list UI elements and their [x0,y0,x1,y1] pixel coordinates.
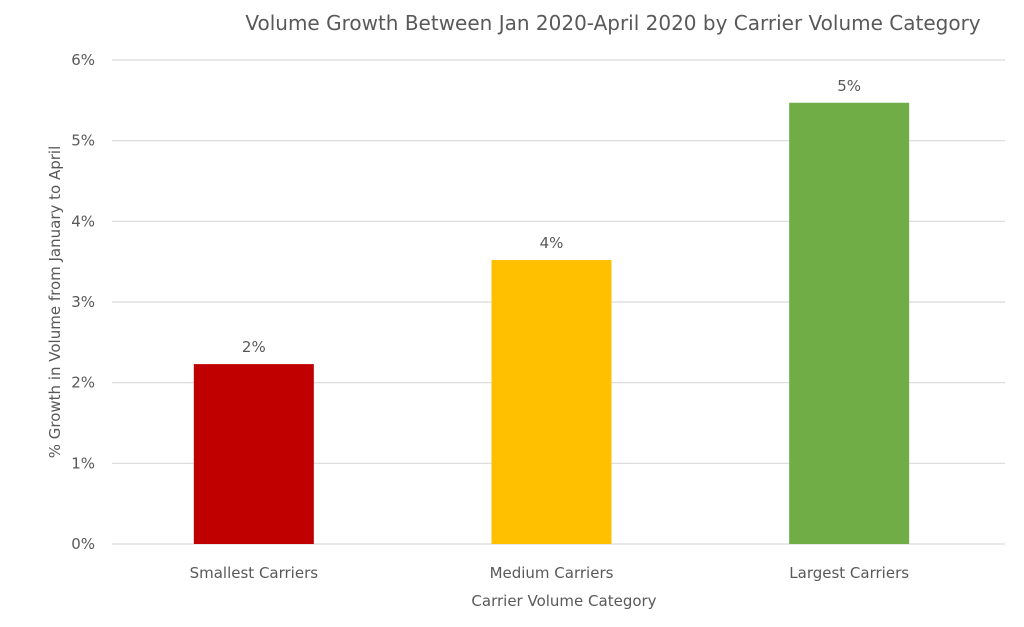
data-label: 5% [837,77,861,95]
y-tick-label: 2% [71,374,95,392]
data-label: 2% [242,338,266,356]
x-tick-label: Largest Carriers [789,564,909,582]
data-label: 4% [540,234,564,252]
bar [193,364,314,544]
y-tick-label: 1% [71,454,95,472]
y-axis-label: % Growth in Volume from January to April [46,146,64,459]
bar [789,102,910,545]
chart-title: Volume Growth Between Jan 2020-April 202… [245,11,980,35]
y-tick-label: 3% [71,293,95,311]
y-tick-label: 4% [71,212,95,230]
x-tick-label: Smallest Carriers [190,564,319,582]
y-tick-label: 5% [71,132,95,150]
x-tick-label: Medium Carriers [490,564,614,582]
bar [491,260,612,544]
y-tick-label: 6% [71,51,95,69]
x-axis-label: Carrier Volume Category [471,592,656,610]
y-tick-label: 0% [71,535,95,553]
